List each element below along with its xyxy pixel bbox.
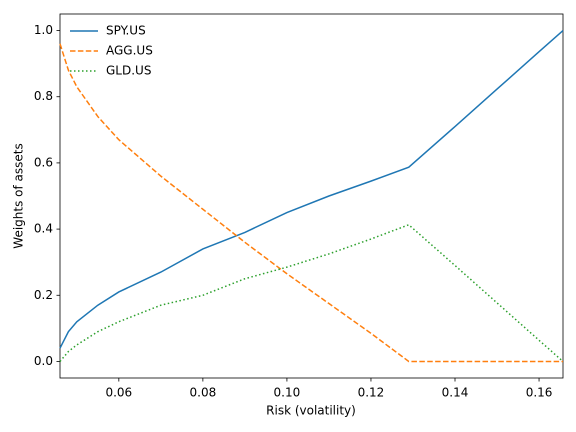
- plot-frame: [59, 13, 564, 379]
- y-tick-label: 0.6: [34, 155, 53, 169]
- series-line: [59, 223, 564, 363]
- series-line: [59, 43, 563, 363]
- y-axis-label: Weights of assets: [12, 143, 26, 248]
- y-tick-label: 1.0: [34, 23, 53, 37]
- x-tick-label: 0.14: [442, 386, 469, 400]
- x-axis-label: Risk (volatility): [266, 404, 356, 418]
- y-tick-label: 0.0: [34, 354, 53, 368]
- x-tick-label: 0.12: [358, 386, 385, 400]
- y-tick-label: 0.2: [34, 288, 53, 302]
- series-line: [59, 29, 564, 349]
- x-tick-label: 0.08: [190, 386, 217, 400]
- y-tick-label: 0.8: [34, 89, 53, 103]
- legend-label: GLD.US: [106, 64, 151, 78]
- y-tick-label: 0.4: [34, 222, 53, 236]
- x-tick-label: 0.10: [274, 386, 301, 400]
- legend-label: AGG.US: [106, 44, 153, 58]
- x-tick-label: 0.06: [105, 386, 132, 400]
- x-tick-label: 0.16: [526, 386, 553, 400]
- legend-label: SPY.US: [106, 24, 146, 38]
